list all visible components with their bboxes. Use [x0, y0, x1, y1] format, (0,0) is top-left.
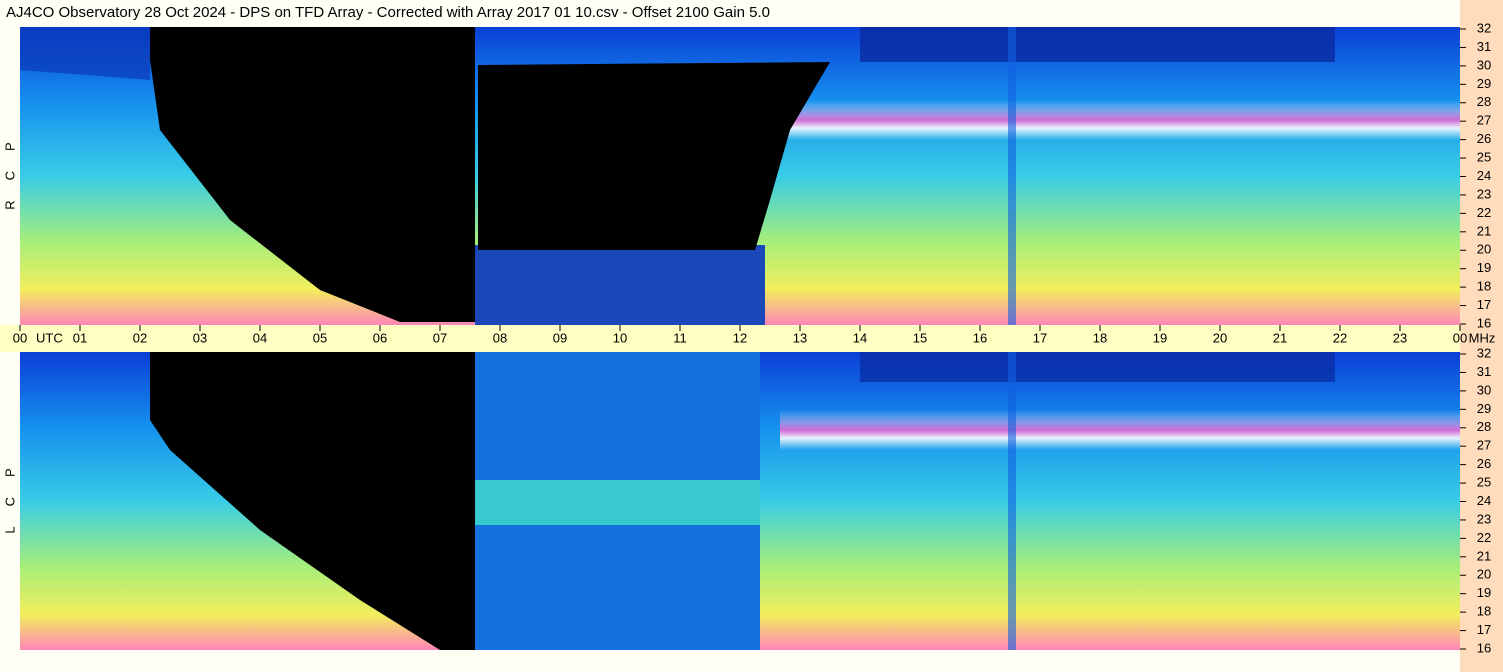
- y-tick-label: 20: [1477, 567, 1491, 582]
- x-tick-label: 03: [193, 330, 207, 345]
- y-unit: MHz: [1469, 330, 1496, 345]
- y-tick-label: 26: [1477, 131, 1491, 146]
- y-tick-label: 29: [1477, 401, 1491, 416]
- x-tick-label: 07: [433, 330, 447, 345]
- y-tick-label: 32: [1477, 345, 1491, 360]
- x-tick-label: 01: [73, 330, 87, 345]
- y-tick-label: 23: [1477, 186, 1491, 201]
- x-tick-label: 04: [253, 330, 267, 345]
- y-tick-label: 27: [1477, 438, 1491, 453]
- x-tick-label: 06: [373, 330, 387, 345]
- x-tick-label: 20: [1213, 330, 1227, 345]
- y-tick-label: 16: [1477, 315, 1491, 330]
- y-tick-label: 27: [1477, 113, 1491, 128]
- x-tick-label: 22: [1333, 330, 1347, 345]
- freq-strip: [1460, 0, 1503, 672]
- y-tick-label: 19: [1477, 585, 1491, 600]
- x-tick-label: 08: [493, 330, 507, 345]
- x-tick-label: 10: [613, 330, 627, 345]
- y-tick-label: 28: [1477, 94, 1491, 109]
- x-tick-label: 23: [1393, 330, 1407, 345]
- panel-label: LCP: [2, 448, 17, 533]
- y-tick-label: 30: [1477, 382, 1491, 397]
- y-tick-label: 18: [1477, 279, 1491, 294]
- x-tick-label: 17: [1033, 330, 1047, 345]
- x-tick-label: 05: [313, 330, 327, 345]
- y-tick-label: 17: [1477, 622, 1491, 637]
- panel-label: RCP: [2, 122, 17, 209]
- x-tick-label: 12: [733, 330, 747, 345]
- y-tick-label: 22: [1477, 205, 1491, 220]
- x-tick-label: 18: [1093, 330, 1107, 345]
- x-tick-label: 21: [1273, 330, 1287, 345]
- y-tick-label: 30: [1477, 57, 1491, 72]
- y-tick-label: 22: [1477, 530, 1491, 545]
- y-tick-label: 31: [1477, 364, 1491, 379]
- y-tick-label: 17: [1477, 297, 1491, 312]
- x-unit: UTC: [36, 330, 63, 345]
- y-tick-label: 16: [1477, 640, 1491, 655]
- spectrogram-lcp: [20, 352, 1460, 650]
- y-tick-label: 25: [1477, 150, 1491, 165]
- x-tick-label: 14: [853, 330, 867, 345]
- x-tick-label: 15: [913, 330, 927, 345]
- x-tick-label: 13: [793, 330, 807, 345]
- chart-title: AJ4CO Observatory 28 Oct 2024 - DPS on T…: [6, 4, 770, 21]
- x-tick-label: 19: [1153, 330, 1167, 345]
- y-tick-label: 25: [1477, 475, 1491, 490]
- y-tick-label: 21: [1477, 548, 1491, 563]
- y-tick-label: 32: [1477, 20, 1491, 35]
- x-tick-label: 16: [973, 330, 987, 345]
- y-tick-label: 20: [1477, 242, 1491, 257]
- y-tick-label: 26: [1477, 456, 1491, 471]
- y-tick-label: 21: [1477, 223, 1491, 238]
- x-tick-label: 02: [133, 330, 147, 345]
- x-tick-label: 11: [673, 330, 687, 345]
- y-tick-label: 19: [1477, 260, 1491, 275]
- y-tick-label: 29: [1477, 76, 1491, 91]
- spectrogram-rcp: [20, 27, 1460, 325]
- y-tick-label: 23: [1477, 511, 1491, 526]
- x-tick-label: 09: [553, 330, 567, 345]
- y-tick-label: 31: [1477, 39, 1491, 54]
- y-tick-label: 18: [1477, 604, 1491, 619]
- x-tick-label: 00: [1453, 330, 1467, 345]
- y-tick-label: 24: [1477, 168, 1491, 183]
- y-tick-label: 28: [1477, 419, 1491, 434]
- y-tick-label: 24: [1477, 493, 1491, 508]
- time-strip: [0, 325, 1460, 352]
- x-tick-label: 00: [13, 330, 27, 345]
